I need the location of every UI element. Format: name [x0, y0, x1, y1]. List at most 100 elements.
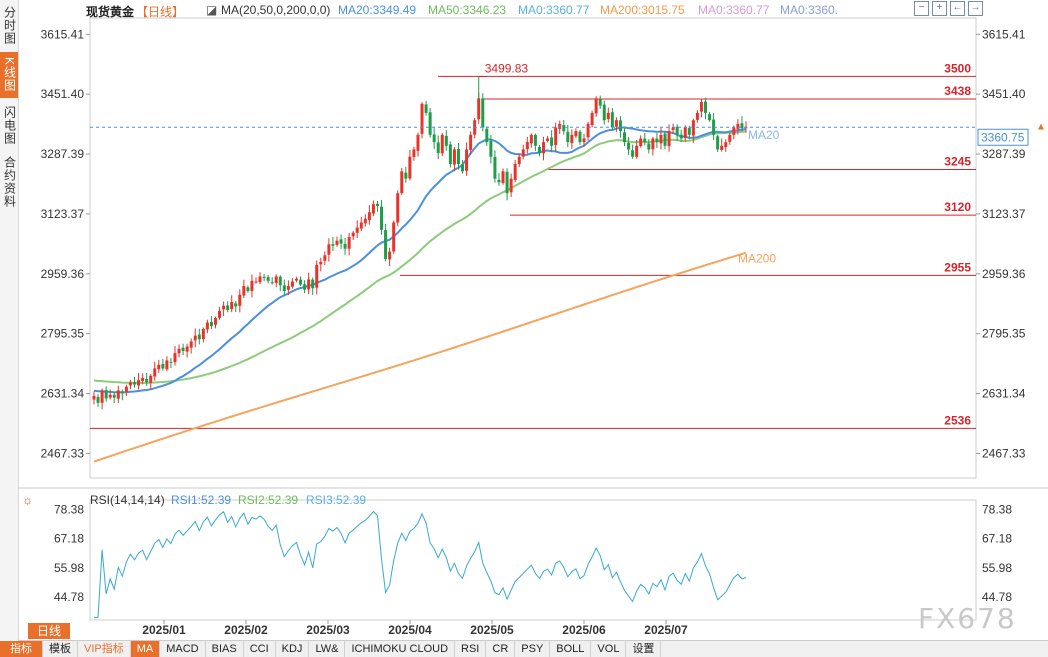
candle-body-81	[420, 103, 424, 134]
rsi-tick-label-right-1: 67.18	[982, 532, 1012, 546]
indicator-tab-8[interactable]: LW&	[309, 641, 346, 657]
candle-body-64	[351, 232, 355, 237]
period-tab-daily[interactable]: 日线	[28, 623, 70, 639]
candle-body-83	[428, 112, 432, 135]
candle-body-140	[659, 134, 663, 144]
candle-body-24	[189, 341, 193, 348]
indicator-tab-5[interactable]: BIAS	[206, 641, 244, 657]
scroll-left-icon[interactable]: ←	[950, 1, 965, 16]
rail-tab-1[interactable]: K线图	[0, 52, 18, 98]
candle-body-102	[505, 171, 509, 194]
candle-body-20	[173, 353, 177, 363]
candle-body-153	[712, 119, 716, 135]
rail-tab-2[interactable]: 闪电图	[2, 105, 17, 145]
indicator-tab-1[interactable]: 模板	[43, 641, 78, 657]
candle-body-12	[141, 377, 145, 381]
candle-body-74	[392, 222, 396, 252]
month-label-6: 2025/07	[644, 623, 688, 637]
candle-body-151	[704, 101, 708, 113]
candle-body-7	[120, 391, 124, 394]
candle-body-78	[408, 156, 412, 179]
chart-header: 现货黄金 【日线】 ◪ MA(20,50,0,200,0,0) MA20:334…	[18, 0, 1048, 19]
candle-body-114	[554, 127, 558, 146]
ma50-line	[93, 130, 747, 384]
candle-body-18	[165, 360, 169, 370]
candle-body-54	[311, 279, 315, 289]
rsi-tick-label-right-3: 44.78	[982, 590, 1012, 604]
candle-body-104	[513, 164, 517, 180]
watermark-logo: FX678	[918, 602, 1017, 635]
indicator-tab-13[interactable]: BOLL	[550, 641, 592, 657]
candle-body-10	[132, 382, 136, 385]
candle-body-75	[396, 193, 400, 223]
candle-body-43	[266, 277, 270, 281]
candle-body-127	[606, 112, 610, 120]
candle-body-13	[145, 378, 149, 383]
candle-body-152	[708, 114, 712, 121]
candle-body-23	[185, 346, 189, 352]
candle-body-41	[258, 276, 262, 283]
candle-body-68	[367, 212, 371, 221]
level-label-2: 3245	[944, 155, 971, 169]
candle-body-132	[627, 142, 631, 150]
candle-body-128	[610, 112, 614, 128]
candle-body-117	[566, 131, 570, 143]
indicator-tab-3[interactable]: MA	[130, 641, 161, 657]
indicator-tab-0[interactable]: 指标	[0, 641, 43, 657]
rsi2-value: RSI2:52.39	[238, 493, 299, 507]
candle-body-72	[384, 230, 388, 259]
rsi-tick-label-right-0: 78.38	[982, 502, 1012, 516]
indicator-tab-7[interactable]: KDJ	[276, 641, 310, 657]
candle-body-51	[299, 279, 303, 285]
indicator-tab-14[interactable]: VOL	[591, 641, 627, 657]
rail-tab-3[interactable]: 合约资料	[2, 156, 17, 208]
current-price-value: 3360.75	[981, 130, 1025, 144]
candle-body-133	[631, 150, 635, 157]
candle-body-25	[193, 335, 197, 341]
candle-body-118	[570, 134, 574, 144]
candle-body-79	[412, 149, 416, 158]
rail-tab-0[interactable]: 分时图	[2, 5, 17, 45]
candle-body-57	[323, 255, 327, 261]
indicator-tab-6[interactable]: CCI	[244, 641, 276, 657]
candle-body-88	[448, 144, 452, 165]
candle-body-98	[489, 140, 493, 157]
candle-body-42	[262, 276, 266, 278]
candle-body-62	[343, 243, 347, 249]
candle-body-111	[542, 142, 546, 154]
candle-body-19	[169, 361, 173, 363]
indicator-tab-15[interactable]: 设置	[626, 641, 662, 657]
candle-body-115	[558, 123, 562, 129]
indicator-tab-9[interactable]: ICHIMOKU CLOUD	[345, 641, 456, 657]
indicator-tab-4[interactable]: MACD	[160, 641, 206, 657]
candle-body-2	[100, 390, 104, 403]
left-rail: 分时图 K线图闪电图合约资料	[0, 0, 19, 656]
ma-params: MA(20,50,0,200,0,0)	[221, 3, 331, 17]
candle-body-27	[201, 329, 205, 340]
indicator-tab-2[interactable]: VIP指标	[78, 641, 131, 657]
price-chart[interactable]: 3615.41 3615.41 3451.40 3451.40 3287.39 3287.…	[18, 0, 1048, 640]
price-tick-label-right-5: 2795.35	[982, 327, 1026, 341]
candle-body-159	[736, 123, 740, 129]
instrument-title: 现货黄金	[86, 5, 135, 19]
candle-body-29	[209, 321, 213, 327]
candle-body-138	[651, 138, 655, 150]
indicator-tab-10[interactable]: RSI	[455, 641, 487, 657]
candle-body-60	[335, 240, 339, 245]
scroll-right-icon[interactable]: →	[968, 1, 983, 16]
ma-settings-icon[interactable]: ◪	[206, 3, 218, 17]
rsi-settings-icon[interactable]: ☼	[22, 493, 33, 507]
indicator-tab-11[interactable]: CR	[486, 641, 516, 657]
candle-body-110	[537, 146, 541, 154]
zoom-in-icon[interactable]: +	[932, 1, 947, 16]
price-tick-label-left-4: 2959.36	[41, 267, 85, 281]
price-tick-label-left-6: 2631.34	[41, 387, 85, 401]
price-tick-label-right-2: 3287.39	[982, 147, 1026, 161]
candle-body-66	[359, 222, 363, 229]
indicator-tab-12[interactable]: PSY	[515, 641, 551, 657]
price-tick-label-right-1: 3451.40	[982, 87, 1026, 101]
candle-body-1	[96, 396, 100, 403]
zoom-out-icon[interactable]: −	[914, 1, 929, 16]
candle-body-58	[327, 244, 331, 255]
candle-body-9	[128, 382, 132, 386]
